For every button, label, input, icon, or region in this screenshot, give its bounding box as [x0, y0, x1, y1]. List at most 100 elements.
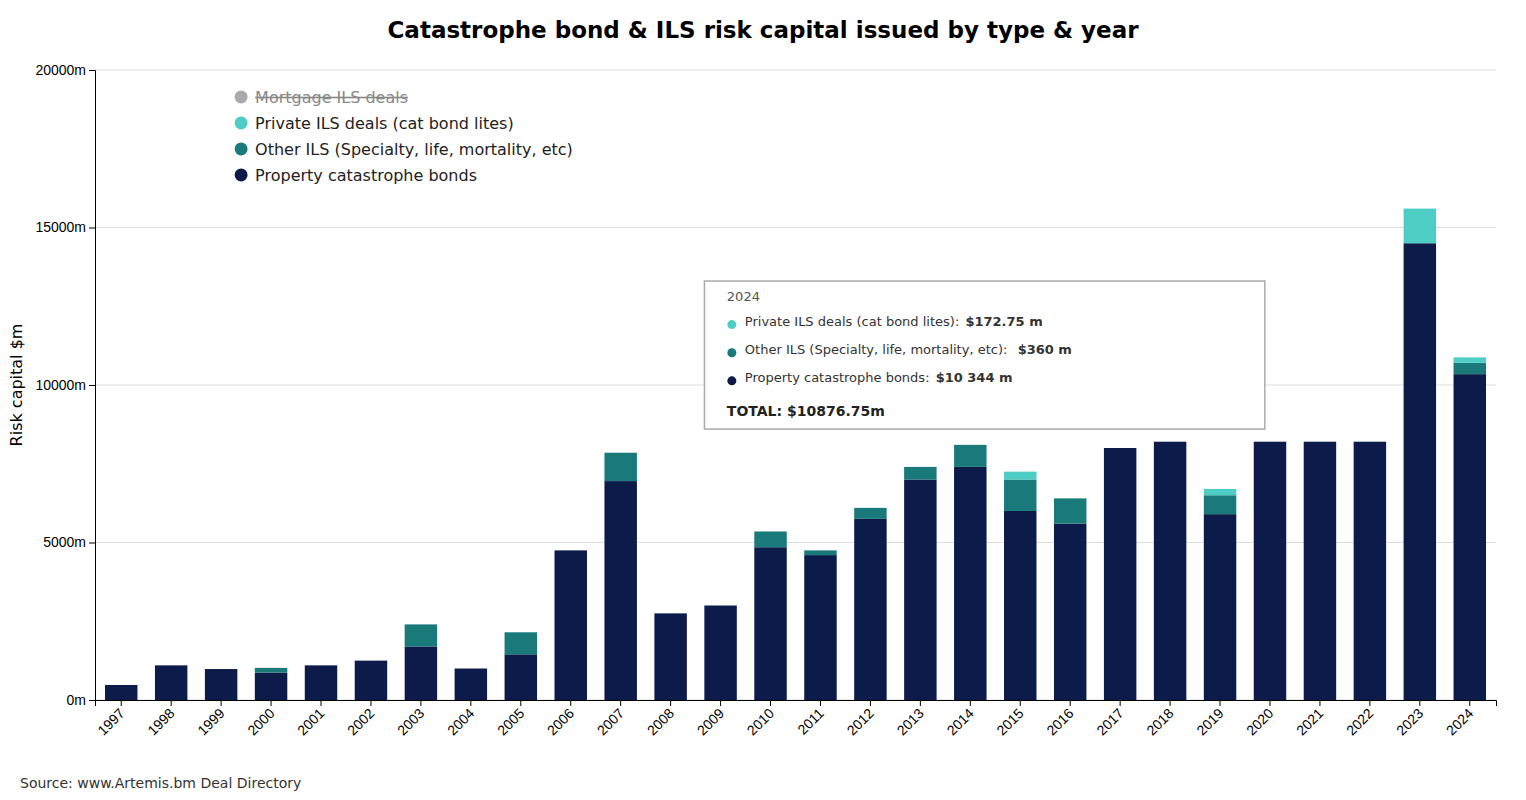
annotation-value: $172.75 m — [965, 314, 1042, 329]
x-tick-label: 2008 — [644, 705, 677, 738]
bar — [1004, 472, 1036, 480]
bar — [1354, 442, 1386, 700]
annotation-text: Property catastrophe bonds: — [745, 370, 934, 385]
annotation-text: Other ILS (Specialty, life, mortality, e… — [745, 342, 1016, 357]
x-tick-label: 2001 — [294, 705, 327, 738]
bar — [954, 467, 986, 700]
x-tick-mark — [920, 700, 921, 706]
bar — [1454, 357, 1486, 362]
y-tick-label: 5000m — [43, 534, 86, 550]
bar — [205, 669, 237, 670]
x-tick-label: 1999 — [194, 705, 227, 738]
x-tick-label: 2009 — [694, 705, 727, 738]
bar — [155, 665, 187, 666]
bar — [1104, 448, 1136, 449]
bar — [954, 445, 986, 467]
bar — [1304, 441, 1336, 442]
bar — [155, 665, 187, 666]
bar — [155, 665, 187, 666]
bar — [854, 519, 886, 700]
bar — [654, 613, 686, 700]
x-tick: 2002 — [344, 700, 377, 738]
x-tick: 1998 — [144, 700, 177, 738]
bar — [754, 531, 786, 547]
x-tick-label: 2003 — [394, 705, 427, 738]
bar — [1154, 441, 1186, 442]
bar — [1354, 441, 1386, 442]
bar — [205, 669, 237, 670]
x-tick-mark — [670, 700, 671, 706]
x-tick: 2003 — [394, 700, 427, 738]
bar — [555, 550, 587, 551]
legend-marker — [235, 142, 248, 155]
bar — [505, 632, 537, 654]
annotation-value: $10 344 m — [936, 370, 1013, 385]
x-tick-mark — [970, 700, 971, 706]
x-tick: 2023 — [1393, 700, 1426, 738]
bar — [1454, 374, 1486, 700]
legend-label: Property catastrophe bonds — [255, 166, 477, 185]
bar — [105, 684, 137, 685]
x-tick-label: 2021 — [1293, 705, 1326, 738]
bar — [455, 669, 487, 701]
x-tick-mark — [1469, 700, 1470, 706]
bar — [604, 481, 636, 700]
y-tick-label: 15000m — [35, 219, 86, 235]
y-tick: 0m — [67, 692, 95, 708]
x-tick-mark — [470, 700, 471, 706]
legend-label: Private ILS deals (cat bond lites) — [255, 114, 514, 133]
bar — [654, 613, 686, 614]
x-tick: 2016 — [1043, 700, 1076, 738]
y-tick: 20000m — [35, 62, 95, 78]
x-tick-mark — [1170, 700, 1171, 706]
bar — [355, 661, 387, 700]
bar-series — [255, 363, 1486, 673]
x-tick: 1999 — [194, 700, 227, 738]
x-tick-label: 2023 — [1393, 705, 1426, 738]
x-tick-mark — [1319, 700, 1320, 706]
x-tick-label: 2015 — [993, 705, 1026, 738]
x-tick-label: 2006 — [544, 705, 577, 738]
bar — [255, 667, 287, 668]
legend-label: Mortgage ILS deals — [255, 88, 408, 107]
x-tick: 2008 — [644, 700, 677, 738]
annotation-title: 2024 — [727, 289, 760, 304]
x-tick-label: 1997 — [94, 705, 127, 738]
x-tick-label: 1998 — [144, 705, 177, 738]
bar — [854, 508, 886, 519]
x-tick-label: 2020 — [1243, 705, 1276, 738]
bar — [305, 665, 337, 700]
chart: 1997199819992000200120022003200420052006… — [0, 0, 1526, 800]
bar — [704, 606, 736, 701]
bar — [1404, 243, 1436, 700]
x-tick-label: 2018 — [1143, 705, 1176, 738]
bar — [604, 452, 636, 453]
bar — [1104, 448, 1136, 700]
bar — [854, 507, 886, 508]
legend-item: Private ILS deals (cat bond lites) — [235, 114, 514, 133]
y-axis-line — [89, 71, 96, 701]
bar — [505, 632, 537, 633]
bar — [105, 684, 137, 685]
x-tick-label: 2014 — [943, 705, 976, 738]
x-tick-mark — [321, 700, 322, 706]
x-tick: 2006 — [544, 700, 577, 738]
bar — [1004, 511, 1036, 700]
bar — [1404, 209, 1436, 244]
x-tick-label: 2022 — [1343, 705, 1376, 738]
bar — [604, 452, 636, 453]
bar — [205, 669, 237, 700]
plot-area: 1997199819992000200120022003200420052006… — [35, 62, 1496, 738]
annotation: 2024Private ILS deals (cat bond lites): … — [704, 281, 1264, 429]
x-tick: 2014 — [943, 700, 976, 738]
x-tick-label: 2002 — [344, 705, 377, 738]
bar — [1254, 441, 1286, 442]
x-tick-label: 2013 — [894, 705, 927, 738]
bar — [1454, 357, 1486, 358]
grid-line — [95, 227, 1496, 228]
bar — [1054, 524, 1086, 700]
x-tick: 2011 — [794, 700, 827, 738]
x-tick: 2020 — [1243, 700, 1276, 738]
legend-marker — [235, 168, 248, 181]
bar — [704, 605, 736, 606]
